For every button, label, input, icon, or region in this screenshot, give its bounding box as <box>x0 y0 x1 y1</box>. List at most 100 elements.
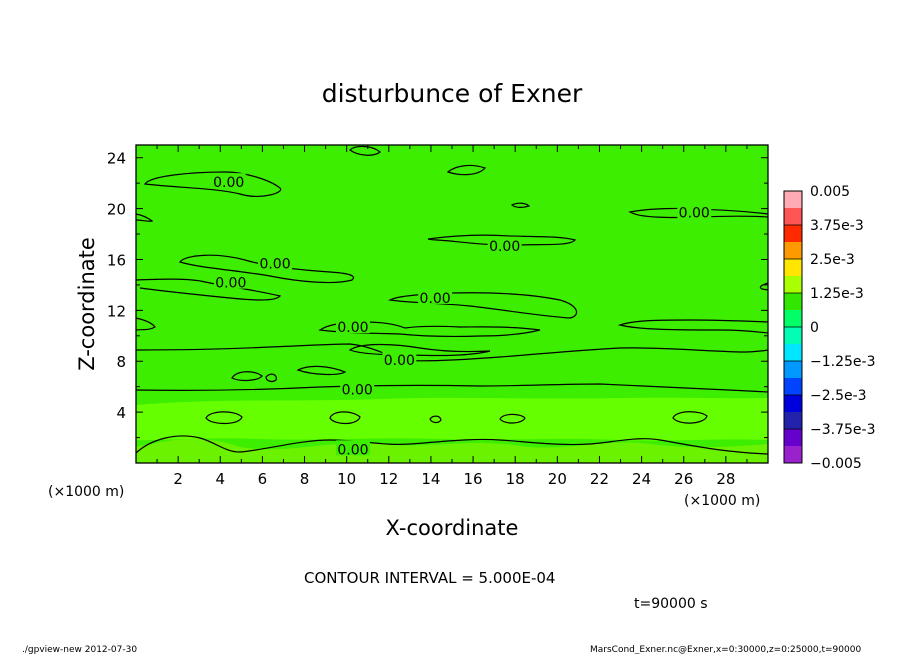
contour-label-bg <box>340 380 375 396</box>
x-tick-label: 2 <box>173 470 183 488</box>
colorbar-swatch <box>784 378 802 396</box>
contour-line <box>427 234 577 246</box>
contour-line <box>135 383 769 393</box>
contour-label-bg <box>418 288 453 304</box>
contour-line <box>231 371 263 382</box>
colorbar-swatch <box>784 242 802 260</box>
x-tick-label: 8 <box>300 470 310 488</box>
fill-band-low <box>136 397 768 441</box>
contour-line <box>135 213 154 222</box>
colorbar-label: 0 <box>810 320 819 336</box>
colorbar-swatch <box>784 225 802 243</box>
colorbar-label: −3.75e-3 <box>810 422 875 438</box>
contour-label-bg <box>213 273 248 289</box>
contour-label: 0.00 <box>337 442 368 458</box>
colorbar-swatch <box>784 310 802 328</box>
contour-line <box>135 343 769 362</box>
y-axis-label: Z-coordinate <box>75 237 99 371</box>
colorbar-label: −1.25e-3 <box>810 354 875 370</box>
contour-label: 0.00 <box>215 276 246 292</box>
colorbar-swatch <box>784 412 802 430</box>
x-tick-label: 14 <box>421 470 440 488</box>
colorbar-swatch <box>784 259 802 277</box>
contour-line <box>349 145 381 156</box>
contour-label: 0.00 <box>342 382 373 398</box>
contour-line <box>628 207 769 219</box>
y-tick-label: 16 <box>107 251 126 269</box>
colorbar-label: 2.5e-3 <box>810 252 855 268</box>
contour-line <box>135 278 282 301</box>
colorbar-swatch <box>784 327 802 345</box>
contour-label-bg <box>677 203 712 219</box>
contour-label: 0.00 <box>384 353 415 369</box>
x-tick-label: 26 <box>674 470 693 488</box>
contour-label-bg <box>211 173 246 189</box>
y-tick-label: 20 <box>107 201 126 219</box>
contour-line <box>510 202 531 208</box>
colorbar-label: −2.5e-3 <box>810 388 867 404</box>
colorbar-swatch <box>784 293 802 311</box>
colorbar-swatch <box>784 446 802 464</box>
contour-line <box>179 254 354 284</box>
contour-line <box>499 413 526 424</box>
contour-line <box>205 411 243 425</box>
contour-line <box>429 415 442 424</box>
colorbar-swatch <box>784 395 802 413</box>
x-tick-label: 22 <box>590 470 609 488</box>
contour-label: 0.00 <box>489 239 520 255</box>
contour-line <box>617 319 769 334</box>
x-axis-label: X-coordinate <box>386 516 519 540</box>
x-tick-label: 18 <box>506 470 525 488</box>
colorbar-swatch <box>784 208 802 226</box>
x-axis: 2 4 6 8 10 12 14 16 18 20 22 24 26 28 <box>156 145 748 488</box>
contour-label: 0.00 <box>259 257 290 273</box>
x-unit-left: (×1000 m) <box>48 484 124 500</box>
contour-line <box>296 365 347 376</box>
y-tick-label: 8 <box>116 353 126 371</box>
plot-area <box>136 145 768 463</box>
y-tick-label: 4 <box>116 404 126 422</box>
time-label: t=90000 s <box>634 596 708 612</box>
colorbar-label: 0.005 <box>810 184 850 200</box>
contour-labels: 0.00 0.00 0.00 0.00 0.00 0.00 0.00 0.00 0.00 0.00 <box>211 173 712 458</box>
x-tick-label: 24 <box>632 470 651 488</box>
contour-line <box>265 373 277 383</box>
colorbar-swatch <box>784 361 802 379</box>
colorbar-swatch <box>784 191 802 209</box>
contour-label-bg <box>382 351 417 367</box>
colorbar-swatch <box>784 429 802 447</box>
contour-label-bg <box>335 318 370 334</box>
colorbar-label: −0.005 <box>810 456 862 472</box>
contour-label: 0.00 <box>420 291 451 307</box>
x-unit-right: (×1000 m) <box>684 493 760 509</box>
x-tick-label: 10 <box>337 470 356 488</box>
y-tick-label: 24 <box>107 150 126 168</box>
contour-line <box>672 411 708 424</box>
x-tick-label: 4 <box>215 470 225 488</box>
colorbar-label: 1.25e-3 <box>810 286 864 302</box>
contour-label: 0.00 <box>679 206 710 222</box>
contour-line <box>318 321 541 337</box>
colorbar: 0.005 3.75e-3 2.5e-3 1.25e-3 0 −1.25e-3 −2.5e-… <box>783 184 875 472</box>
contour-label-bg <box>335 440 370 456</box>
colorbar-label: 3.75e-3 <box>810 218 864 234</box>
contour-label: 0.00 <box>337 320 368 336</box>
x-tick-label: 16 <box>464 470 483 488</box>
contour-label-bg <box>487 236 522 252</box>
fill-band-bottom <box>136 438 768 463</box>
contour-line <box>446 164 487 176</box>
footer-right: MarsCond_Exner.nc@Exner,x=0:30000,z=0:25… <box>590 645 861 654</box>
contour-line <box>135 317 156 331</box>
contour-line <box>135 435 769 455</box>
contour-line <box>143 171 282 197</box>
chart-title: disturbunce of Exner <box>322 79 583 108</box>
colorbar-swatch <box>784 344 802 362</box>
colorbar-swatch <box>784 276 802 294</box>
contour-label: 0.00 <box>213 175 244 191</box>
x-tick-label: 20 <box>548 470 567 488</box>
x-tick-label: 12 <box>379 470 398 488</box>
contour-label-bg <box>258 254 293 270</box>
y-axis: 4 8 12 16 20 24 <box>107 150 768 439</box>
y-tick-label: 12 <box>107 302 126 320</box>
